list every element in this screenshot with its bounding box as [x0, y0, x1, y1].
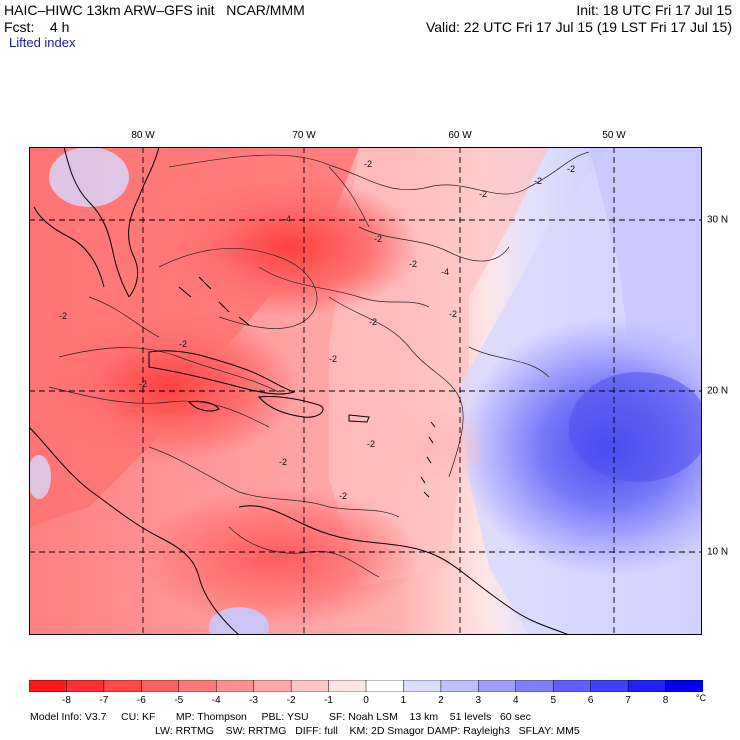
contour-lines [48, 151, 590, 578]
field-blob-gulf-blue [49, 147, 129, 207]
footer-model-info: Model Info: V3.7 CU: KF MP: Thompson PBL… [30, 711, 531, 723]
lon-label-60w: 60 W [448, 130, 472, 141]
colorbar-tick-label: -2 [286, 695, 296, 706]
contour-label: -2 [179, 339, 187, 349]
colorbar-tick-label: 2 [438, 695, 444, 706]
colorbar-tick-label: 3 [475, 695, 482, 706]
colorbar-tick-label: -1 [324, 695, 333, 706]
colorbar-tick-label: -8 [61, 695, 71, 706]
colorbar-tick-label: 8 [662, 695, 669, 706]
lat-label-10n: 10 N [707, 546, 729, 558]
colorbar-swatch [178, 680, 217, 692]
contour-label: -2 [374, 234, 382, 244]
colorbar-swatch [515, 680, 554, 692]
field-blob-andes-blue [209, 607, 269, 635]
colorbar-tick-label: 4 [512, 695, 519, 706]
coast-hispaniola [258, 396, 324, 418]
field-blob-pink [369, 407, 489, 487]
contour-label: -2 [534, 176, 542, 186]
colorbar-swatch [103, 680, 143, 692]
lat-label-30n: 30 N [707, 214, 729, 226]
colorbar-swatch [29, 680, 68, 692]
contour-label: -2 [364, 159, 372, 169]
contour-label-group: -2 -2 -2 -2 -2 -2 -2 -2 -2 -4 -4 -2 -2 -… [59, 159, 575, 501]
colorbar-swatch [590, 680, 629, 692]
coast-jamaica [188, 400, 220, 412]
colorbar-swatch [478, 680, 517, 692]
coast-yucatan [33, 206, 105, 288]
contour-label: -2 [479, 189, 487, 199]
contour-label: -2 [369, 317, 377, 327]
field-blob-southamerica-red [139, 487, 419, 627]
latlon-grid [29, 147, 702, 635]
colorbar-tick-label: 7 [625, 695, 631, 706]
contour-label: -2 [139, 379, 147, 389]
colorbar-swatch [253, 680, 292, 692]
coast-south-america [238, 505, 570, 635]
valid-time: Valid: 22 UTC Fri 17 Jul 15 (19 LST Fri … [425, 19, 732, 35]
coast-florida-atlantic [128, 147, 160, 298]
colorbar-swatch [365, 680, 405, 692]
contour-label: -2 [567, 164, 575, 174]
lon-label-70w: 70 W [292, 130, 316, 141]
colorbar-swatch [215, 680, 255, 692]
colorbar-swatch [66, 680, 105, 692]
contour-label: -2 [449, 309, 457, 319]
colorbar-swatch [440, 680, 480, 692]
map-frame [29, 147, 702, 635]
coast-bahamas [178, 276, 250, 326]
field-blob-atlantic-red [159, 177, 419, 317]
lifted-index-map: -2 -2 -2 -2 -2 -2 -2 -2 -2 -4 -4 -2 -2 -… [29, 147, 702, 635]
colorbar-tick-label: 1 [400, 695, 407, 706]
forecast-hour: Fcst: 4 h [4, 19, 70, 35]
coast-central-america [29, 426, 240, 635]
coast-cuba [148, 350, 296, 395]
colorbar-tick-label: -7 [99, 695, 109, 706]
contour-label: -2 [329, 354, 337, 364]
coastlines [29, 147, 570, 635]
colorbar-tick-label: -4 [211, 695, 221, 706]
colorbar-tick-label: -3 [249, 695, 259, 706]
colorbar-tick-label: 6 [587, 695, 594, 706]
colorbar-swatch [290, 680, 330, 692]
field-blob-caribbean-red [39, 312, 299, 462]
colorbar-tick-label: -6 [136, 695, 146, 706]
contour-label: -2 [339, 491, 347, 501]
footer-physics-info: LW: RRTMG SW: RRTMG DIFF: full KM: 2D Sm… [155, 725, 580, 737]
contour-label: -4 [283, 214, 291, 224]
lon-label-50w: 50 W [602, 130, 626, 141]
lon-label-80w: 80 W [131, 130, 155, 141]
colorbar-swatch [328, 680, 367, 692]
field-blob-core-blue [569, 372, 702, 482]
colorbar-tick-label: 5 [550, 695, 556, 706]
colorbar-swatch [403, 680, 442, 692]
model-title: HAIC–HIWC 13km ARW–GFS init NCAR/MMM [4, 2, 305, 18]
colorbar-tick-label: -5 [174, 695, 184, 706]
field-name: Lifted index [9, 35, 76, 50]
colorbar-swatch [552, 680, 592, 692]
contour-label: -2 [59, 311, 67, 321]
colorbar-tick-label: 0 [363, 695, 369, 706]
contour-label: -2 [409, 259, 417, 269]
contour-label: -2 [279, 457, 287, 467]
contour-label: -4 [441, 267, 449, 277]
colorbar-swatch [627, 680, 667, 692]
coast-florida-gulf [63, 147, 130, 298]
contour-label: -2 [367, 439, 375, 449]
coast-puerto-rico [348, 414, 370, 423]
colorbar [29, 680, 703, 692]
coast-lesser-antilles [420, 421, 436, 498]
field-blob-pacific-blue [29, 455, 51, 499]
init-time: Init: 18 UTC Fri 17 Jul 15 [576, 2, 732, 18]
colorbar-swatch [141, 680, 180, 692]
colorbar-swatch [665, 680, 703, 692]
colorbar-unit: °C [696, 693, 707, 703]
lat-label-20n: 20 N [707, 385, 729, 397]
